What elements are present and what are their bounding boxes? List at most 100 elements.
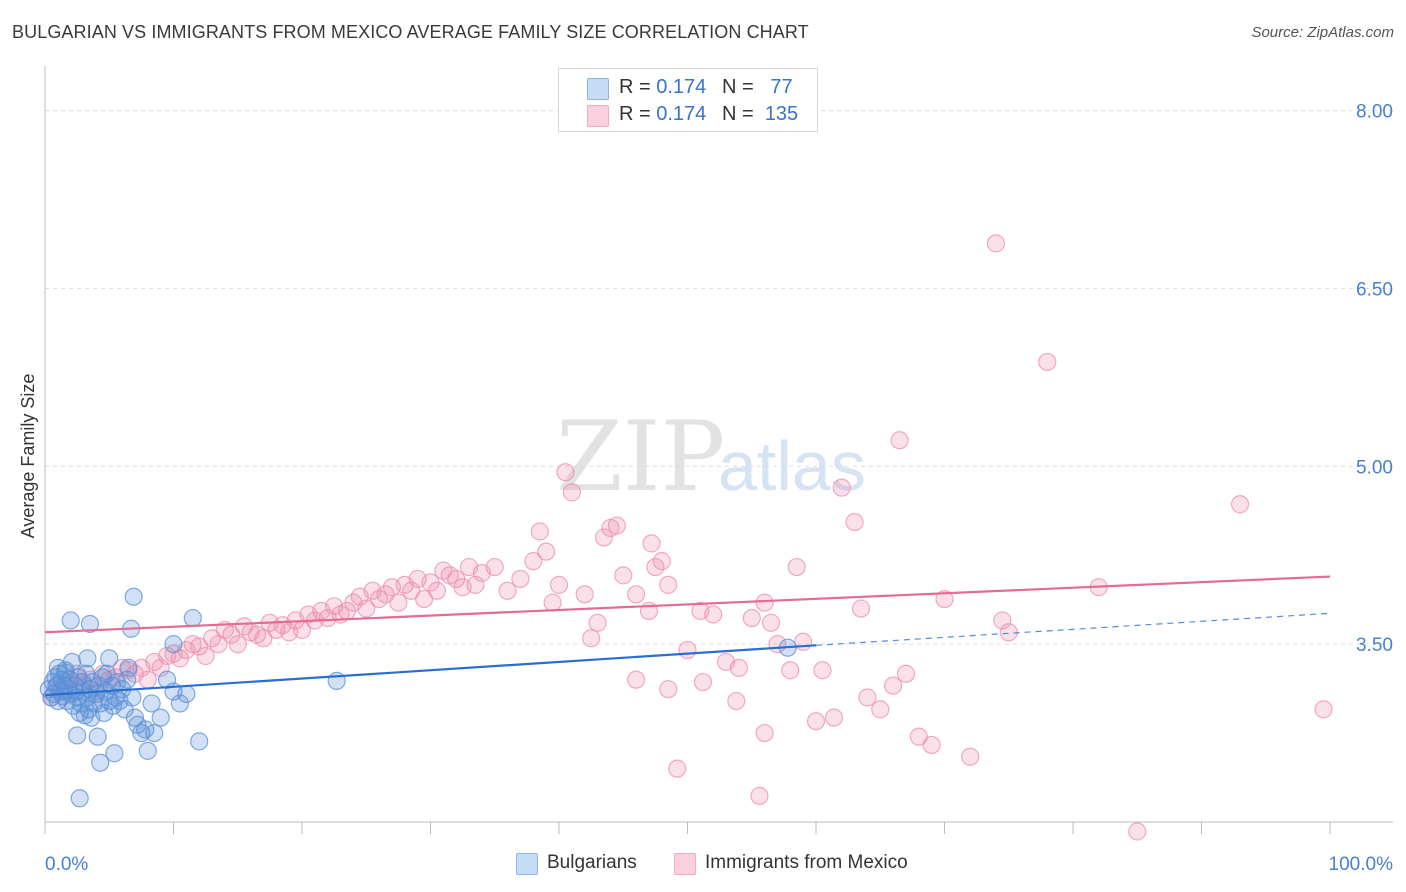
mexico-point [999,623,1018,642]
watermark-zip: ZIP [556,401,725,513]
mexico-point [858,688,877,707]
mexico-points [42,234,1333,841]
mexico-point [755,723,774,743]
mexico-point [845,512,864,532]
y-tick-label: 6.50 [1356,279,1393,300]
y-axis-title: Average Family Size [18,374,38,539]
x-tick-labels: 0.0% 100.0% [45,854,1393,875]
bulgarian-point [124,587,143,606]
mexico-point [543,593,562,612]
bulgarian-point [68,726,87,745]
mexico-point [871,700,890,719]
grid-lines [45,110,1393,645]
bulgarian-point [142,694,161,713]
mexico-point [961,747,980,766]
mexico-point [556,463,575,482]
bulgarian-point [70,789,89,808]
mexico-point [607,516,626,535]
mexico-point [704,605,723,624]
n-label: N = [722,76,754,98]
mexico-point [750,786,769,806]
mexico-point [659,680,678,699]
mexico-point [794,632,813,651]
y-tick-label: 3.50 [1356,635,1393,656]
mexico-point [851,599,871,618]
legend-swatch-blue [587,78,609,100]
y-tick-label: 8.00 [1356,102,1393,123]
mexico-point [1128,822,1147,841]
mexico-point [524,552,543,571]
mexico-point [781,661,800,680]
bulgarian-point [105,744,124,763]
legend-label-mexico: Immigrants from Mexico [705,852,908,873]
mexico-point [626,670,646,689]
mexico-point [376,585,395,604]
bulgarian-point [88,727,107,746]
bulgarian-points [39,587,797,808]
mexico-point [562,483,581,502]
mexico-point [511,569,530,589]
mexico-point [755,593,774,612]
legend-label-bulgarians: Bulgarians [547,852,637,873]
bulgarian-point [61,611,80,630]
bulgarian-point [190,732,209,751]
mexico-point [582,629,601,648]
mexico-point [890,431,909,450]
bulgarian-point [100,649,119,668]
y-tick-labels: 3.50 5.00 6.50 8.00 [1356,102,1393,657]
bulgarian-point [125,708,145,727]
bulgarian-point [145,723,164,743]
mexico-point [693,672,713,692]
mexico-point [151,658,170,677]
bulgarian-point [170,694,190,713]
mexico-point [402,581,421,600]
watermark: ZIP atlas [556,401,866,513]
r-label: R = [619,76,651,98]
bulgarian-point [183,608,202,628]
source-credit: Source: ZipAtlas.com [1251,24,1394,41]
n-value: 77 [770,76,793,98]
r-label: R = [619,103,651,125]
mexico-point [787,557,806,577]
mexico-point [466,575,485,594]
mexico-point [190,637,209,656]
mexico-point [254,629,273,648]
bulgarian-point [138,741,157,760]
mexico-point [742,608,761,628]
bulgarian-point [177,684,196,704]
mexico-point [896,664,916,683]
bulgarian-point [151,708,170,727]
r-value: 0.174 [656,76,707,98]
legend-swatch-blue [516,853,538,875]
mexico-point [222,625,241,644]
mexico-point [668,759,687,778]
n-label: N = [722,103,754,125]
mexico-point [389,593,408,612]
mexico-point [652,552,671,571]
bulgarian-point [119,658,138,677]
r-value: 0.174 [656,103,707,125]
mexico-point [626,585,646,604]
mexico-point [922,735,941,755]
x-tick-label: 100.0% [1329,854,1394,875]
mexico-point [883,676,903,695]
mexico-point [813,661,832,680]
n-value: 135 [764,103,799,125]
y-tick-label: 5.00 [1356,457,1393,478]
mexico-trend-line [44,575,1331,634]
bulgarian-point [56,663,75,682]
mexico-point [1230,495,1250,514]
mexico-point [575,585,594,604]
mexico-point [357,599,376,618]
mexico-point [761,613,781,632]
mexico-point [414,589,434,609]
mexico-point [196,646,215,666]
mexico-point [427,581,447,600]
mexico-point [806,712,826,731]
mexico-point [727,691,746,711]
bulgarian-point [164,635,183,654]
bulgarian-trend-line [44,644,817,697]
mexico-point [588,613,607,632]
bulgarian-point [136,720,155,739]
